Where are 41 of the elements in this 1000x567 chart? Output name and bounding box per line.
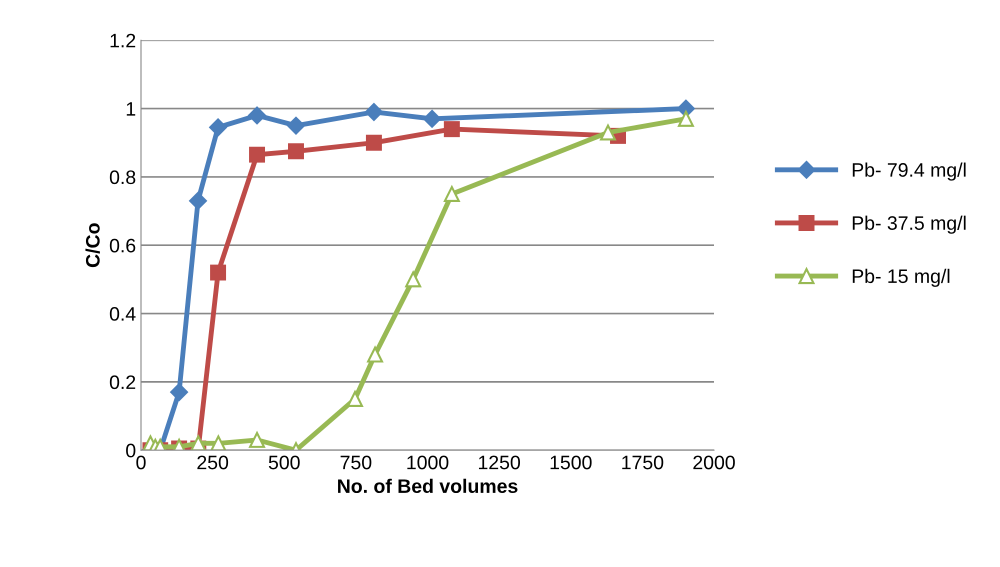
legend-label: Pb- 15 mg/l (852, 268, 950, 287)
point (444, 121, 460, 138)
legend-label: Pb- 79.4 mg/l (852, 162, 966, 181)
y-tick-label: 0.6 (110, 238, 136, 252)
x-axis-title: No. of Bed volumes (338, 478, 518, 494)
x-tick-label: 750 (340, 456, 372, 470)
point (600, 124, 616, 140)
y-tick-label: 0.4 (110, 307, 136, 321)
point (170, 383, 188, 402)
point (248, 106, 266, 124)
point (347, 390, 364, 407)
point (287, 116, 305, 135)
point (249, 146, 266, 163)
x-tick-label: 1750 (622, 456, 664, 470)
y-tick-label: 0.2 (110, 375, 136, 390)
y-axis-title: C/Co (85, 223, 100, 268)
x-tick-label: 0 (136, 456, 146, 470)
point (405, 271, 422, 288)
point (365, 103, 383, 121)
x-tick-label: 500 (268, 456, 300, 470)
point (288, 143, 304, 160)
y-tick-label: 1.2 (110, 34, 136, 48)
point (210, 264, 226, 281)
point (366, 134, 382, 151)
point (367, 346, 384, 363)
x-tick-label: 1000 (407, 456, 448, 470)
point (189, 192, 207, 210)
legend-label: Pb- 37.5 mg/l (852, 216, 966, 234)
point (423, 110, 441, 128)
x-tick-label: 1500 (550, 456, 592, 470)
point (190, 435, 206, 450)
x-tick-label: 2000 (693, 456, 735, 470)
y-tick-label: 0 (126, 444, 136, 458)
point (209, 118, 227, 136)
point (249, 432, 266, 448)
y-tick-label: 0.8 (110, 170, 136, 184)
point (678, 110, 694, 127)
y-tick-label: 1 (126, 102, 136, 116)
x-tick-label: 1250 (478, 456, 520, 470)
x-tick-label: 250 (197, 456, 228, 470)
point (444, 186, 460, 202)
